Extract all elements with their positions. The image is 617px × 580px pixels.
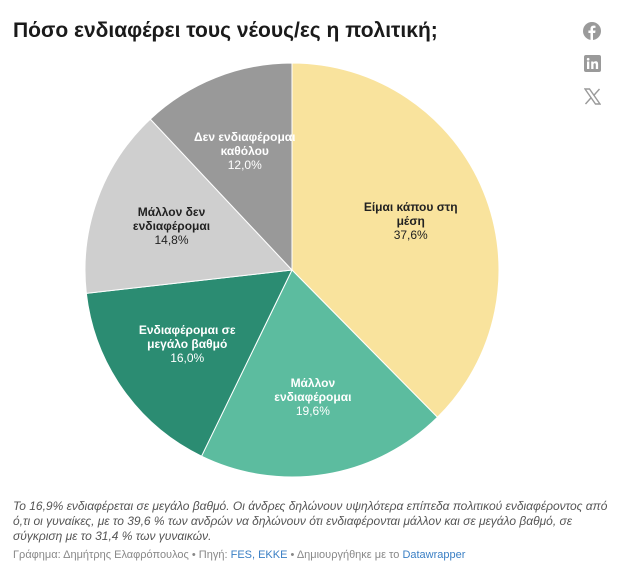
slice-label-text: ενδιαφέρομαι xyxy=(274,389,352,404)
source-label: Πηγή: xyxy=(198,549,231,561)
pie-slice xyxy=(291,62,500,418)
slice-value: 37,6% xyxy=(393,228,428,243)
chart-author: Γράφημα: Δημήτρης Ελαφρόπουλος xyxy=(13,549,189,561)
pie-slice xyxy=(149,62,293,272)
slice-label: Δεν ενδιαφέρομαι καθόλου 12,0% xyxy=(175,130,315,172)
pie-slice xyxy=(85,269,293,457)
slice-label-text: Είμαι κάπου στη xyxy=(363,200,458,215)
slice-label: Είμαι κάπου στη μέση 37,6% xyxy=(341,200,481,242)
x-icon[interactable] xyxy=(582,86,602,106)
slice-value: 12,0% xyxy=(227,157,262,172)
datawrapper-link[interactable]: Datawrapper xyxy=(402,549,466,561)
slice-label-text: μέση xyxy=(396,214,425,229)
slice-label: Ενδιαφέρομαι σε μεγάλο βαθμό 16,0% xyxy=(117,323,257,365)
pie-slice xyxy=(84,118,294,294)
chart-title: Πόσο ενδιαφέρει τους νέους/ες η πολιτική… xyxy=(13,19,438,42)
source-link[interactable]: FES, ΕΚΚΕ xyxy=(230,549,288,561)
slice-value: 19,6% xyxy=(295,403,330,418)
pie-chart xyxy=(84,62,500,478)
slice-label-text: ενδιαφέρομαι xyxy=(132,218,211,233)
slice-value: 16,0% xyxy=(170,351,205,366)
separator: • xyxy=(188,549,199,561)
linkedin-icon[interactable] xyxy=(582,53,602,73)
facebook-icon[interactable] xyxy=(582,21,602,41)
made-with-label: Δημιουργήθηκε με το xyxy=(296,549,403,561)
slice-label-text: καθόλου xyxy=(220,143,269,158)
chart-footer: Γράφημα: Δημήτρης Ελαφρόπουλος • Πηγή: F… xyxy=(13,549,465,561)
slice-label: Μάλλον ενδιαφέρομαι 19,6% xyxy=(243,376,383,418)
pie-slice xyxy=(200,269,439,478)
slice-label-text: Μάλλον xyxy=(290,375,336,390)
slice-label-text: Ενδιαφέρομαι σε xyxy=(138,323,236,338)
separator: • xyxy=(287,549,297,561)
slice-label-text: μεγάλο βαθμό xyxy=(147,337,228,352)
slice-value: 14,8% xyxy=(154,232,189,247)
slice-label-text: Μάλλον δεν xyxy=(137,204,206,219)
slice-label-text: Δεν ενδιαφέρομαι xyxy=(194,129,296,144)
chart-description: Το 16,9% ενδιαφέρεται σε μεγάλο βαθμό. Ο… xyxy=(13,499,608,543)
slice-label: Μάλλον δεν ενδιαφέρομαι 14,8% xyxy=(102,205,242,247)
